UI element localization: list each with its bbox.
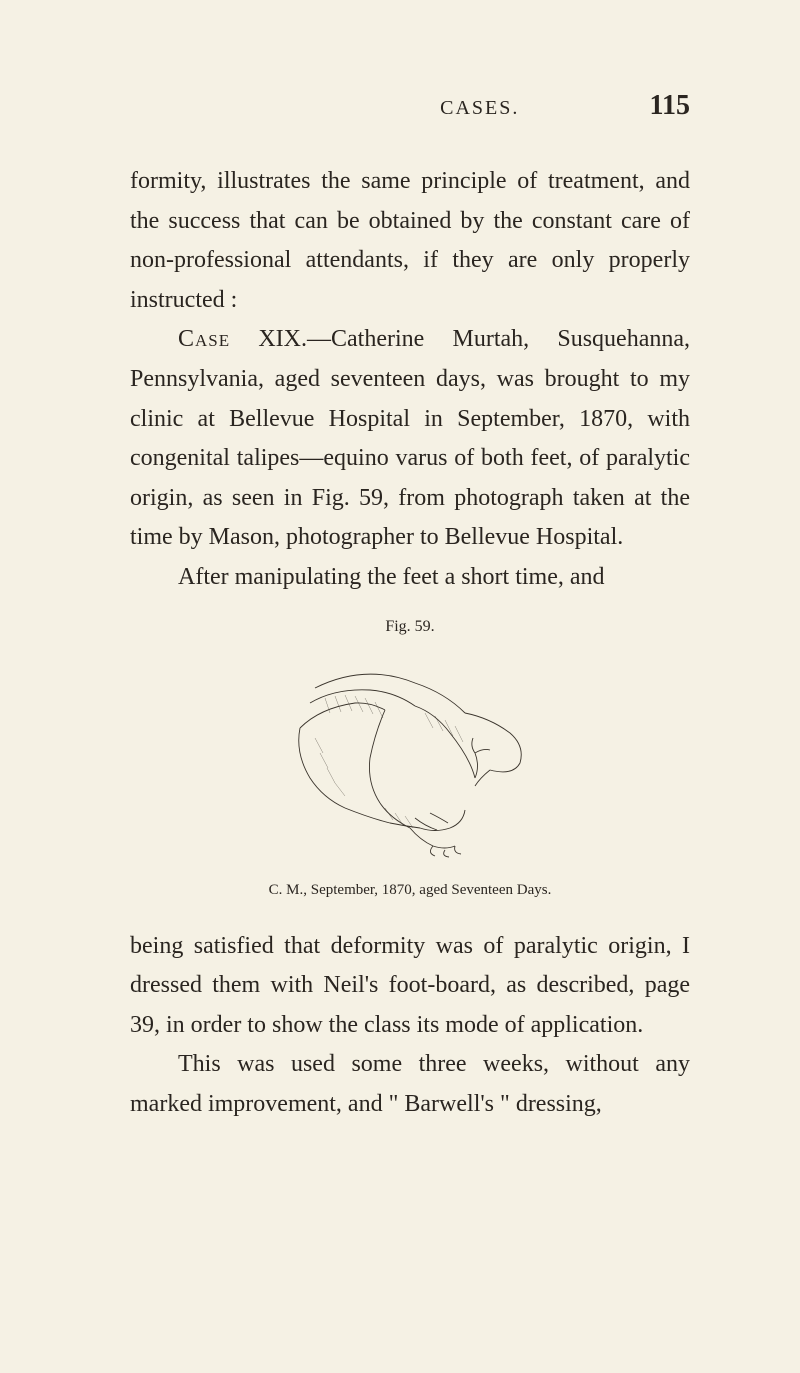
case-label: Case: [178, 326, 230, 352]
figure-caption: C. M., September, 1870, aged Seventeen D…: [130, 882, 690, 899]
page-header: CASES. 115: [130, 90, 690, 122]
paragraph-3: After manipulating the feet a short time…: [130, 558, 690, 598]
running-title: CASES.: [310, 97, 650, 120]
figure-illustration: [260, 648, 560, 868]
paragraph-2-rest: XIX.—Catherine Murtah, Susquehanna, Penn…: [130, 326, 690, 550]
book-page: CASES. 115 formity, illustrates the same…: [0, 0, 800, 1215]
engraving-icon: [275, 658, 545, 858]
page-number: 115: [650, 90, 690, 122]
paragraph-4: being satisfied that deformity was of pa…: [130, 927, 690, 1046]
body-text: formity, illustrates the same principle …: [130, 162, 690, 598]
paragraph-5: This was used some three weeks, without …: [130, 1045, 690, 1124]
paragraph-1: formity, illustrates the same principle …: [130, 162, 690, 320]
figure-label: Fig. 59.: [130, 618, 690, 636]
paragraph-2: Case XIX.—Catherine Murtah, Susquehanna,…: [130, 320, 690, 558]
body-text-lower: being satisfied that deformity was of pa…: [130, 927, 690, 1125]
